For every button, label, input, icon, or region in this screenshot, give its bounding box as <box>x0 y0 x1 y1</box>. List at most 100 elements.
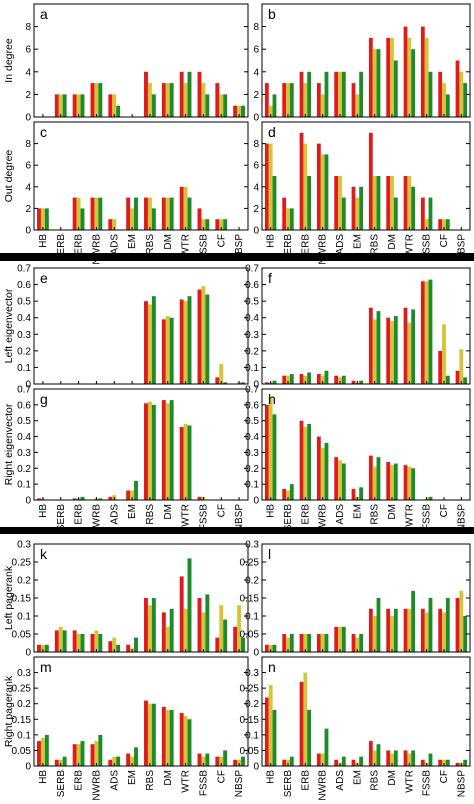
bar-f-s2-FSSB <box>428 279 433 384</box>
panel-letter: f <box>268 270 272 286</box>
x-tick-label-EM: EM <box>352 234 363 249</box>
bar-l-s2-RBS <box>376 598 381 652</box>
x-tick-label-SERB: SERB <box>56 770 67 798</box>
panel-k: 0 0.05 0.1 0.15 0.2 0.25 0.3 k Left pagerank <box>3 540 249 659</box>
bar-m-s0-NBSP <box>233 759 238 766</box>
x-tick-label-ADS: ADS <box>335 770 346 791</box>
bar-e-s0-FSSB <box>197 289 202 384</box>
bar-l-s1-SERB <box>286 637 290 652</box>
bar-e-s1-RBS <box>147 304 152 384</box>
bar-l-s2-CF <box>445 598 450 652</box>
bar-l-s2-NBSP <box>463 616 468 652</box>
bar-k-s1-NBSP <box>237 605 242 652</box>
bar-b-s0-WTR <box>403 26 408 118</box>
bar-k-s0-ADS <box>108 641 113 652</box>
bar-h-s0-NWRB <box>316 436 321 500</box>
bar-k-s1-WTR <box>183 608 188 652</box>
bar-k-s0-RBS <box>144 598 148 652</box>
y-tick-label: 0.3 <box>245 668 259 679</box>
y-tick-label: 2 <box>253 90 259 101</box>
bar-b-s2-DM <box>393 60 398 117</box>
y-tick-label: 0.3 <box>17 540 31 551</box>
bar-b-s1-DM <box>390 37 394 117</box>
panel-letter: d <box>268 124 276 140</box>
bar-b-s2-WTR <box>411 49 416 118</box>
x-tick-label-SERB: SERB <box>283 504 294 532</box>
bar-f-s2-ADS <box>341 375 346 384</box>
bar-d-s0-ADS <box>334 176 339 230</box>
bar-k-s0-CF <box>215 637 220 652</box>
panel-f: 0 0.1 0.2 0.3 0.4 0.5 0.6 0.7 f <box>245 264 471 391</box>
bar-k-s0-NWRB <box>90 634 95 652</box>
x-tick-label-RBS: RBS <box>370 504 381 525</box>
x-tick-label-WTR: WTR <box>181 770 192 793</box>
x-tick-label-CF: CF <box>439 234 450 247</box>
x-tick-label-FSSB: FSSB <box>422 234 433 260</box>
y-tick-label: 6 <box>253 161 259 172</box>
bar-a-s1-NWRB <box>94 83 99 117</box>
bar-e-s2-FSSB <box>205 294 210 384</box>
bar-l-s0-NBSP <box>455 598 460 652</box>
bar-l-s1-NWRB <box>320 634 325 652</box>
x-tick-label-CF: CF <box>216 504 227 517</box>
x-tick-label-NWRB: NWRB <box>91 234 102 265</box>
bar-f-s0-ERB <box>299 374 304 384</box>
bar-n-s2-CF <box>445 759 450 766</box>
y-tick-label: 0.7 <box>245 385 259 396</box>
x-tick-label-HB: HB <box>38 504 49 518</box>
panel-letter: k <box>40 546 48 562</box>
bar-k-s2-NBSP <box>241 637 245 652</box>
bar-n-s2-ADS <box>341 756 346 766</box>
bar-k-s1-FSSB <box>201 612 206 652</box>
y-axis-title: Right eigenvector <box>3 403 15 485</box>
y-tick-label: 0.4 <box>17 432 31 443</box>
bar-a-s1-WTR <box>183 83 188 117</box>
bar-e-s2-NBSP <box>241 382 245 384</box>
y-tick-label: 0.15 <box>240 715 260 726</box>
bar-c-s2-NWRB <box>98 197 103 230</box>
bar-a-s0-FSSB <box>197 71 202 117</box>
bar-k-s2-EM <box>134 637 138 652</box>
bar-g-s0-EM <box>126 490 131 500</box>
bar-a-s0-ADS <box>108 94 113 117</box>
bar-c-s0-EM <box>126 197 131 230</box>
bar-m-s2-EM <box>134 747 138 766</box>
y-axis-title: Out degree <box>3 150 15 203</box>
x-tick-label-FSSB: FSSB <box>198 504 209 530</box>
bar-c-s2-WTR <box>187 197 192 230</box>
x-tick-label-NBSP: NBSP <box>456 770 467 798</box>
x-tick-label-ADS: ADS <box>109 770 120 791</box>
bar-n-s0-DM <box>386 750 391 766</box>
bar-h-s1-RBS <box>372 466 377 500</box>
x-tick-label-NWRB: NWRB <box>318 234 329 265</box>
bar-m-s1-FSSB <box>201 756 206 766</box>
bar-b-s1-RBS <box>372 49 377 118</box>
bar-l-s1-NBSP <box>459 590 464 652</box>
panel-l: 0 0.05 0.1 0.15 0.2 0.25 0.3 l <box>240 540 471 659</box>
y-tick-label: 0.2 <box>245 699 259 710</box>
bar-k-s0-NBSP <box>233 626 238 652</box>
bar-l-s1-EM <box>355 637 360 652</box>
y-tick-label: 0.6 <box>17 400 31 411</box>
y-tick-label: 0.2 <box>245 346 259 357</box>
bar-d-s0-EM <box>351 186 356 230</box>
panel-frame <box>261 121 471 231</box>
bar-a-s2-FSSB <box>205 94 210 117</box>
bar-e-s1-CF <box>219 364 224 384</box>
bar-b-s1-ERB <box>303 83 308 117</box>
y-tick-label: 0.05 <box>12 630 32 641</box>
bar-m-s2-NBSP <box>241 756 245 766</box>
bar-e-s1-FSSB <box>201 286 206 384</box>
bar-h-s1-ADS <box>338 460 342 500</box>
bar-b-s0-EM <box>351 83 356 117</box>
y-tick-label: 0.2 <box>17 699 31 710</box>
bar-l-s1-HB <box>268 644 273 652</box>
x-tick-label-SERB: SERB <box>56 504 67 532</box>
bar-b-s2-ADS <box>341 71 346 117</box>
bar-d-s1-ADS <box>338 176 342 230</box>
bar-f-s0-FSSB <box>420 281 425 384</box>
bar-g-s2-NWRB <box>98 498 103 500</box>
bar-a-s2-NBSP <box>241 105 245 117</box>
bar-d-s2-CF <box>445 219 450 230</box>
